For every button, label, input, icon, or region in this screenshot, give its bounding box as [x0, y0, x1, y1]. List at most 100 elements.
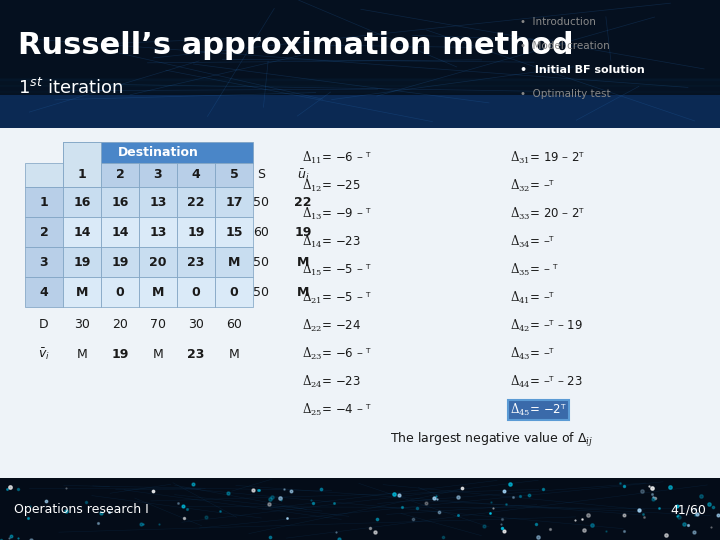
Bar: [0, 123, 720, 124]
Text: 17: 17: [225, 195, 243, 208]
Bar: [63, 277, 101, 307]
Bar: [177, 163, 215, 187]
Text: $\Delta_{\mathit{33}}$= 20 – 2ᵀ: $\Delta_{\mathit{33}}$= 20 – 2ᵀ: [510, 206, 585, 222]
Text: $\Delta_{\mathit{22}}$= −24: $\Delta_{\mathit{22}}$= −24: [302, 318, 361, 334]
Text: $\bar{u}_i$: $\bar{u}_i$: [297, 167, 309, 183]
Bar: [0, 90, 720, 91]
Bar: [139, 187, 177, 217]
Text: Russell’s approximation method: Russell’s approximation method: [18, 30, 574, 59]
Text: M: M: [297, 255, 309, 268]
Text: $\Delta_{\mathit{24}}$= −23: $\Delta_{\mathit{24}}$= −23: [302, 374, 361, 390]
Text: 4: 4: [40, 286, 48, 299]
Bar: [0, 114, 720, 116]
Text: $\Delta_{\mathit{13}}$= −9 – ᵀ: $\Delta_{\mathit{13}}$= −9 – ᵀ: [302, 206, 372, 222]
Bar: [0, 80, 720, 82]
Text: 3: 3: [40, 255, 48, 268]
Text: 22: 22: [294, 195, 312, 208]
Bar: [63, 142, 253, 163]
Text: $\Delta_{\mathit{34}}$= –ᵀ: $\Delta_{\mathit{34}}$= –ᵀ: [510, 234, 555, 250]
Bar: [139, 163, 177, 187]
Bar: [0, 108, 720, 110]
Text: •  Initial BF solution: • Initial BF solution: [520, 65, 644, 75]
Text: 30: 30: [74, 318, 90, 330]
Bar: [63, 163, 101, 187]
Text: •  Model creation: • Model creation: [520, 41, 610, 51]
Bar: [0, 98, 720, 100]
Text: 19: 19: [187, 226, 204, 239]
Text: •  Optimality test: • Optimality test: [520, 89, 611, 99]
Text: M: M: [76, 348, 87, 361]
Bar: [0, 104, 720, 106]
Text: 3: 3: [153, 168, 162, 181]
Bar: [101, 187, 139, 217]
Text: M: M: [153, 348, 163, 361]
Bar: [0, 91, 720, 93]
Bar: [0, 97, 720, 99]
Text: 50: 50: [253, 286, 269, 299]
Bar: [0, 125, 720, 126]
Text: 70: 70: [150, 318, 166, 330]
Bar: [0, 82, 720, 83]
Text: 30: 30: [188, 318, 204, 330]
Bar: [0, 107, 720, 109]
Bar: [0, 87, 720, 89]
Bar: [101, 217, 139, 247]
Text: 50: 50: [253, 255, 269, 268]
Bar: [0, 92, 720, 94]
Bar: [139, 247, 177, 277]
Bar: [0, 128, 720, 478]
Text: $\Delta_{\mathit{12}}$= −25: $\Delta_{\mathit{12}}$= −25: [302, 178, 361, 194]
Bar: [0, 120, 720, 122]
Text: 1$^{st}$ iteration: 1$^{st}$ iteration: [18, 78, 124, 98]
Bar: [139, 217, 177, 247]
Bar: [0, 96, 720, 98]
Bar: [177, 277, 215, 307]
Text: M: M: [76, 286, 88, 299]
Bar: [25, 187, 63, 217]
Text: 15: 15: [225, 226, 243, 239]
Bar: [63, 142, 101, 187]
Text: 0: 0: [116, 286, 125, 299]
Text: 0: 0: [192, 286, 200, 299]
Bar: [177, 247, 215, 277]
Bar: [0, 112, 720, 113]
Text: $\Delta_{\mathit{15}}$= −5 – ᵀ: $\Delta_{\mathit{15}}$= −5 – ᵀ: [302, 262, 372, 278]
Bar: [0, 110, 720, 112]
Bar: [25, 277, 63, 307]
Text: 19: 19: [294, 226, 312, 239]
Text: 14: 14: [73, 226, 91, 239]
Text: 2: 2: [116, 168, 125, 181]
Bar: [0, 113, 720, 114]
Text: 1: 1: [78, 168, 86, 181]
Bar: [0, 119, 720, 120]
Text: 16: 16: [73, 195, 91, 208]
Text: M: M: [228, 255, 240, 268]
Bar: [177, 217, 215, 247]
Text: 60: 60: [253, 226, 269, 239]
Text: 20: 20: [112, 318, 128, 330]
Bar: [0, 109, 720, 111]
Bar: [0, 101, 720, 102]
Text: $\Delta_{\mathit{35}}$= – ᵀ: $\Delta_{\mathit{35}}$= – ᵀ: [510, 262, 559, 278]
Bar: [101, 163, 139, 187]
Text: $\Delta_{\mathit{42}}$= –ᵀ – 19: $\Delta_{\mathit{42}}$= –ᵀ – 19: [510, 318, 583, 334]
Bar: [215, 247, 253, 277]
Text: 23: 23: [187, 348, 204, 361]
Bar: [0, 117, 720, 118]
Text: •  Introduction: • Introduction: [520, 17, 596, 27]
Bar: [0, 124, 720, 125]
Text: 20: 20: [149, 255, 167, 268]
Bar: [0, 103, 720, 105]
Bar: [0, 106, 720, 107]
Bar: [101, 247, 139, 277]
Text: D: D: [39, 318, 49, 330]
Text: $\Delta_{\mathit{41}}$= –ᵀ: $\Delta_{\mathit{41}}$= –ᵀ: [510, 290, 555, 306]
Text: $\Delta_{\mathit{25}}$= −4 – ᵀ: $\Delta_{\mathit{25}}$= −4 – ᵀ: [302, 402, 372, 418]
Bar: [0, 89, 720, 90]
Text: 50: 50: [253, 195, 269, 208]
Bar: [0, 95, 720, 128]
Text: M: M: [152, 286, 164, 299]
Text: 41/60: 41/60: [670, 503, 706, 516]
Text: 2: 2: [40, 226, 48, 239]
Text: Destination: Destination: [117, 146, 199, 159]
